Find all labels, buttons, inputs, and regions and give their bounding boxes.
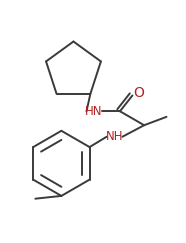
Text: O: O bbox=[133, 86, 144, 100]
Text: HN: HN bbox=[85, 105, 103, 118]
Text: NH: NH bbox=[106, 130, 124, 143]
